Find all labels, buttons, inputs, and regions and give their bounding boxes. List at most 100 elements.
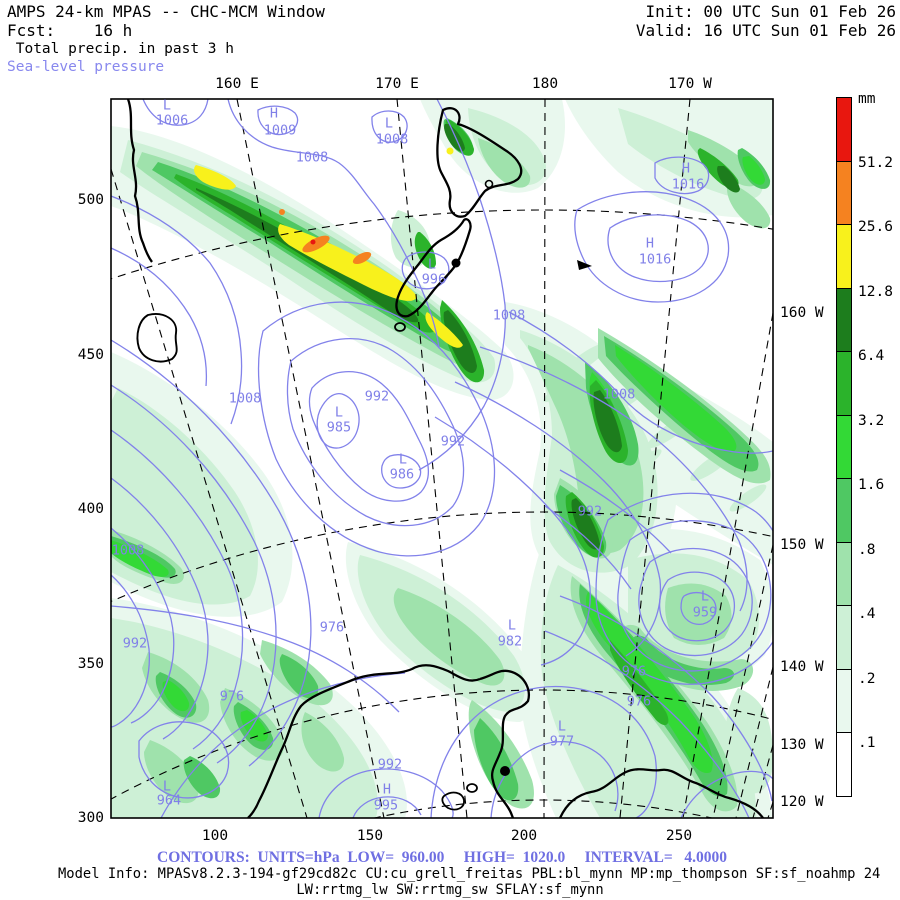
bottom-axis-label: 150 xyxy=(356,828,384,844)
pressure-label: 976 xyxy=(621,663,647,680)
colorbar-segment xyxy=(836,478,852,543)
precip-shading-51.2 xyxy=(310,239,316,245)
colorbar-tick-label: .2 xyxy=(858,671,876,687)
coast-south-island xyxy=(395,218,472,318)
coast-north-island xyxy=(436,107,523,218)
pressure-label: 964 xyxy=(156,792,182,809)
colorbar-tick-label: 3.2 xyxy=(858,413,885,429)
top-axis-label: 170 W xyxy=(668,76,712,92)
pressure-label: 985 xyxy=(326,419,352,436)
coast-antarctica-victoria-land xyxy=(247,664,481,818)
pressure-label: 996 xyxy=(421,271,447,288)
pressure-label: 1008 xyxy=(375,131,409,148)
bottom-axis-label: 100 xyxy=(201,828,229,844)
left-axis-label: 500 xyxy=(77,192,104,208)
pressure-label: L xyxy=(162,778,172,795)
right-axis-label: 160 W xyxy=(780,305,824,321)
colorbar-tick-label: 6.4 xyxy=(858,348,885,364)
top-axis-label: 160 E xyxy=(215,76,259,92)
pressure-label: 976 xyxy=(219,688,245,705)
map-frame xyxy=(110,98,774,819)
colorbar-segment xyxy=(836,668,852,733)
right-axis-label: 130 W xyxy=(780,737,824,753)
colorbar-tick-label: 12.8 xyxy=(858,284,893,300)
colorbar-segment xyxy=(836,160,852,225)
pressure-label: L xyxy=(162,97,172,114)
pressure-label: 982 xyxy=(497,633,523,650)
pressure-label: 992 xyxy=(377,756,403,773)
pressure-label: H xyxy=(681,160,691,177)
colorbar-tick-label: 1.6 xyxy=(858,477,885,493)
colorbar-segment xyxy=(836,605,852,670)
colorbar-tick-label: 25.6 xyxy=(858,219,893,235)
plot-title: AMPS 24-km MPAS -- CHC-MCM Window xyxy=(7,2,325,21)
bottom-axis-label: 200 xyxy=(510,828,538,844)
physics-info-line: LW:rrtmg_lw SW:rrtmg_sw SFLAY:sf_mynn xyxy=(296,882,604,898)
colorbar-segment xyxy=(836,351,852,416)
pressure-label: L xyxy=(384,115,394,132)
pressure-label: 992 xyxy=(577,503,603,520)
pressure-label: 992 xyxy=(364,388,390,405)
pressure-label: 992 xyxy=(122,635,148,652)
top-axis-label: 170 E xyxy=(375,76,419,92)
coast-left-edge xyxy=(126,99,153,263)
left-axis-label: 450 xyxy=(77,347,104,363)
coast-lake xyxy=(484,179,494,189)
top-axis-label: 180 xyxy=(531,76,559,92)
coast-antarctica-ross xyxy=(479,669,530,818)
pressure-label: L xyxy=(334,404,344,421)
graticule xyxy=(111,99,773,818)
valid-time: Valid: 16 UTC Sun 01 Feb 26 xyxy=(635,21,896,40)
pressure-label: 959 xyxy=(692,604,718,621)
colorbar-tick-label: .8 xyxy=(858,542,876,558)
pressure-label: 976 xyxy=(626,693,652,710)
pressure-label: L xyxy=(507,617,517,634)
forecast-hour: Fcst: 16 h xyxy=(7,21,133,40)
coast-stewart-island xyxy=(394,322,406,332)
pressure-label: H xyxy=(645,235,655,252)
colorbar-segment xyxy=(836,414,852,479)
init-time: Init: 00 UTC Sun 01 Feb 26 xyxy=(645,2,896,21)
coast-antarctica-marie-byrd xyxy=(558,768,764,818)
colorbar-segment xyxy=(836,224,852,289)
pressure-label: L xyxy=(557,718,567,735)
colorbar-tick-label: 51.2 xyxy=(858,155,893,171)
precip-colorbar xyxy=(836,97,852,797)
pressure-label: H xyxy=(269,105,279,122)
colorbar-segment xyxy=(836,541,852,606)
right-axis-label: 150 W xyxy=(780,537,824,553)
coastlines xyxy=(126,99,764,818)
colorbar-tick-label: .4 xyxy=(858,606,876,622)
coast-small-island-2 xyxy=(466,783,478,793)
wind-arrow-marker xyxy=(577,260,592,270)
pressure-label: L xyxy=(427,256,437,273)
station-marker-mcm xyxy=(500,766,510,776)
left-axis-label: 350 xyxy=(77,656,104,672)
colorbar-unit-label: mm xyxy=(858,91,876,107)
left-axis-label: 400 xyxy=(77,501,104,517)
colorbar-segment xyxy=(836,732,852,797)
pressure-label: 1009 xyxy=(263,122,297,139)
precip-shading-25.6 xyxy=(279,209,372,265)
coast-subantarctic-island xyxy=(136,313,178,363)
contour-info-line: CONTOURS: UNITS=hPa LOW= 960.00 HIGH= 10… xyxy=(157,849,727,866)
pressure-label: L xyxy=(398,451,408,468)
right-axis-label: 120 W xyxy=(780,794,824,810)
station-markers xyxy=(451,258,592,776)
pressure-label: 1006 xyxy=(155,112,189,129)
field-slp-label: Sea-level pressure xyxy=(7,59,165,75)
colorbar-segment xyxy=(836,97,852,162)
pressure-label: 1016 xyxy=(671,176,705,193)
pressure-label: 986 xyxy=(389,466,415,483)
pressure-label: 977 xyxy=(549,733,575,750)
pressure-label: 1008 xyxy=(111,542,145,559)
pressure-label: 1008 xyxy=(492,307,526,324)
right-axis-label: 140 W xyxy=(780,659,824,675)
pressure-label: 992 xyxy=(440,433,466,450)
pressure-label: 995 xyxy=(373,797,399,814)
station-marker-chc xyxy=(451,258,461,268)
left-axis-label: 300 xyxy=(77,810,104,826)
pressure-label: 1008 xyxy=(602,386,636,403)
